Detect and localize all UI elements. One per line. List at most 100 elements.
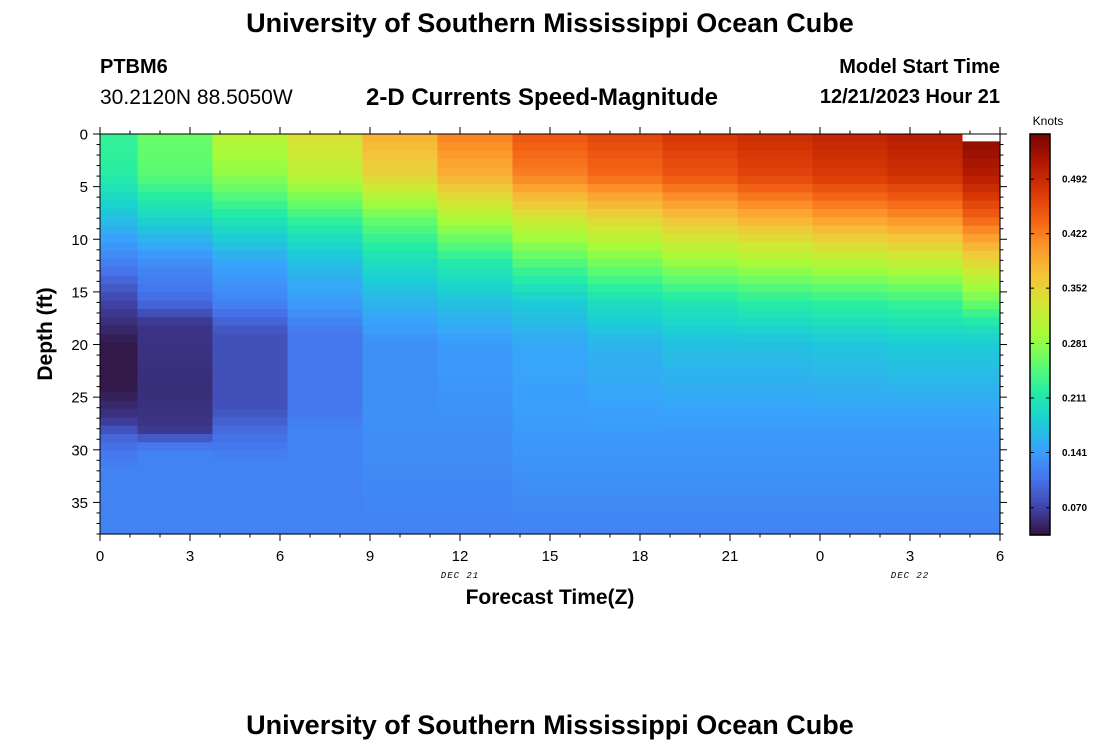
heatmap-cell (737, 167, 814, 177)
colorbar-segment (1030, 424, 1050, 428)
colorbar-segment (1030, 144, 1050, 148)
heatmap-cell (212, 217, 289, 227)
heatmap-cell (287, 250, 364, 260)
heatmap-cell (737, 525, 814, 535)
heatmap-cell (587, 492, 664, 502)
heatmap-cell (512, 225, 589, 235)
heatmap-cell (212, 242, 289, 252)
colorbar-segment (1030, 447, 1050, 451)
heatmap-cell (812, 275, 889, 285)
heatmap-cell (812, 142, 889, 152)
colorbar-segment (1030, 231, 1050, 235)
heatmap-cell (212, 342, 289, 352)
heatmap-cell (662, 134, 739, 143)
colorbar-segment (1030, 201, 1050, 205)
heatmap-cell (662, 450, 739, 460)
heatmap-cell (100, 442, 139, 452)
heatmap-cell (512, 200, 589, 210)
colorbar-segment (1030, 352, 1050, 356)
heatmap-cell (887, 209, 964, 218)
colorbar-segment (1030, 169, 1050, 173)
heatmap-cell (212, 300, 289, 310)
heatmap-cell (812, 175, 889, 185)
colorbar-segment (1030, 482, 1050, 486)
heatmap-cell (812, 384, 889, 393)
heatmap-cell (737, 259, 814, 268)
heatmap-cell (587, 375, 664, 385)
heatmap-cell (100, 217, 139, 227)
colorbar-segment (1030, 224, 1050, 228)
heatmap-cell (212, 484, 289, 493)
heatmap-cell (137, 450, 214, 460)
heatmap-cell (437, 317, 514, 327)
heatmap-cell (962, 434, 1001, 443)
colorbar-segment (1030, 164, 1050, 168)
colorbar-border (1029, 133, 1051, 536)
heatmap-cell (887, 384, 964, 393)
heatmap-cell (100, 200, 139, 210)
colorbar-tick-label: 0.281 (1062, 339, 1087, 350)
heatmap-cell (287, 525, 364, 535)
colorbar-segment (1030, 199, 1050, 203)
heatmap-cell (137, 525, 214, 535)
colorbar-segment (1030, 219, 1050, 223)
colorbar-segment (1030, 489, 1050, 493)
heatmap-cell (587, 142, 664, 152)
heatmap-cell (737, 300, 814, 310)
heatmap-cell (362, 492, 439, 502)
heatmap-cell (212, 367, 289, 377)
heatmap-cell (212, 434, 289, 443)
heatmap-cell (100, 517, 139, 527)
heatmap-cell (662, 300, 739, 310)
colorbar-tick-label: 0.422 (1062, 229, 1087, 240)
heatmap-cell (587, 200, 664, 210)
heatmap-cell (662, 492, 739, 502)
heatmap-cell (287, 150, 364, 160)
heatmap-cell (512, 400, 589, 410)
heatmap-cell (212, 225, 289, 235)
heatmap-cell (100, 525, 139, 535)
heatmap-cell (812, 209, 889, 218)
heatmap-cell (362, 259, 439, 268)
heatmap-cell (137, 259, 214, 268)
heatmap-cell (100, 459, 139, 468)
heatmap-cell (512, 217, 589, 227)
heatmap-cell (587, 292, 664, 302)
heatmap-cell (587, 467, 664, 477)
x-axis-title: Forecast Time(Z) (466, 586, 635, 609)
heatmap-cell (887, 492, 964, 502)
heatmap-cell (812, 159, 889, 168)
colorbar-segment (1030, 311, 1050, 316)
x-tick-label: 12 (452, 548, 469, 565)
heatmap-cell (737, 267, 814, 277)
colorbar: 0.070 0.141 0.211 0.281 0.352 0.422 0.492 (1029, 133, 1087, 536)
heatmap-cell (362, 150, 439, 160)
colorbar-segment (1030, 524, 1050, 529)
heatmap-cell (587, 384, 664, 393)
heatmap-cell (287, 267, 364, 277)
heatmap-cell (962, 325, 1001, 335)
colorbar-segment (1030, 384, 1050, 388)
heatmap-cell (887, 134, 964, 143)
heatmap-cell (662, 175, 739, 185)
heatmap-cell (212, 350, 289, 360)
colorbar-segment (1030, 236, 1050, 240)
colorbar-segment (1030, 497, 1050, 501)
colorbar-segment (1030, 364, 1050, 368)
heatmap-cell (212, 400, 289, 410)
heatmap-cell (437, 209, 514, 218)
colorbar-segment (1030, 331, 1050, 336)
heatmap-cell (887, 459, 964, 468)
heatmap-cell (137, 225, 214, 235)
heatmap-cell (662, 192, 739, 202)
heatmap-cell (100, 209, 139, 218)
heatmap-cell (437, 517, 514, 527)
colorbar-segment (1030, 452, 1050, 456)
colorbar-segment (1030, 294, 1050, 298)
colorbar-segment (1030, 251, 1050, 255)
heatmap-cell (737, 517, 814, 527)
heatmap-cell (437, 184, 514, 193)
station-id: PTBM6 (100, 56, 168, 78)
heatmap-cell (512, 467, 589, 477)
heatmap-cell (287, 259, 364, 268)
